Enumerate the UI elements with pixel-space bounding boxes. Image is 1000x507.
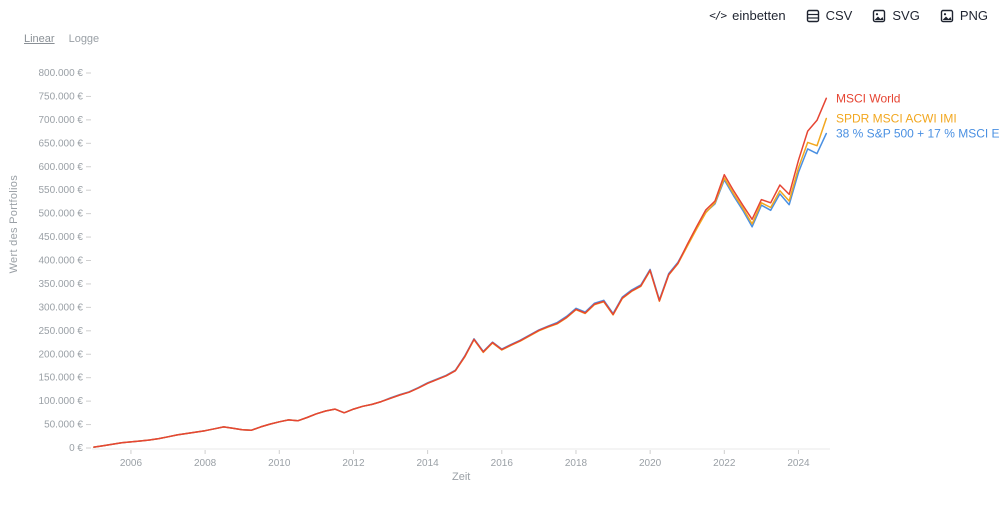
y-tick-label: 100.000 € — [39, 396, 84, 407]
y-tick-label: 150.000 € — [39, 373, 84, 384]
chart-toolbar: </> einbetten CSV SVG PNG — [709, 6, 988, 25]
svg-file-icon — [872, 9, 886, 23]
series-end-label: SPDR MSCI ACWI IMI — [836, 111, 957, 125]
y-tick-label: 700.000 € — [39, 115, 84, 126]
y-tick-label: 800.000 € — [39, 68, 84, 79]
scale-option-linear[interactable]: Linear — [24, 33, 55, 45]
export-csv-button[interactable]: CSV — [806, 6, 853, 25]
y-tick-label: 600.000 € — [39, 162, 84, 173]
x-tick-label: 2016 — [491, 458, 514, 469]
y-tick-label: 500.000 € — [39, 209, 84, 220]
series-end-label: 38 % S&P 500 + 17 % MSCI E… — [836, 126, 1000, 140]
series-line[interactable] — [93, 132, 828, 448]
y-tick-label: 450.000 € — [39, 232, 84, 243]
embed-icon: </> — [709, 9, 727, 22]
y-tick-label: 750.000 € — [39, 91, 84, 102]
x-axis-title: Zeit — [452, 471, 471, 483]
x-tick-label: 2012 — [342, 458, 365, 469]
series-line[interactable] — [93, 117, 828, 448]
embed-button[interactable]: </> einbetten — [709, 6, 785, 25]
png-file-icon — [940, 9, 954, 23]
y-tick-label: 400.000 € — [39, 256, 84, 267]
y-tick-label: 250.000 € — [39, 326, 84, 337]
y-tick-label: 50.000 € — [44, 420, 83, 431]
y-tick-label: 650.000 € — [39, 138, 84, 149]
scale-toggle: Linear Logge — [24, 33, 99, 45]
export-svg-label: SVG — [892, 8, 920, 23]
export-svg-button[interactable]: SVG — [872, 6, 920, 25]
y-tick-label: 550.000 € — [39, 185, 84, 196]
export-png-button[interactable]: PNG — [940, 6, 988, 25]
csv-icon — [806, 9, 820, 23]
x-tick-label: 2020 — [639, 458, 662, 469]
x-tick-label: 2018 — [565, 458, 588, 469]
x-tick-label: 2008 — [194, 458, 217, 469]
y-tick-label: 0 € — [69, 443, 83, 454]
x-tick-label: 2022 — [713, 458, 736, 469]
y-tick-label: 300.000 € — [39, 302, 84, 313]
y-tick-label: 350.000 € — [39, 279, 84, 290]
x-tick-label: 2024 — [787, 458, 810, 469]
scale-option-log[interactable]: Logge — [68, 33, 100, 45]
series-line[interactable] — [93, 97, 828, 448]
x-tick-label: 2010 — [268, 458, 291, 469]
y-tick-label: 200.000 € — [39, 349, 84, 360]
embed-label: einbetten — [732, 8, 786, 23]
x-tick-label: 2006 — [120, 458, 143, 469]
series-end-label: MSCI World — [836, 91, 900, 105]
x-tick-label: 2014 — [416, 458, 439, 469]
export-png-label: PNG — [959, 8, 988, 23]
export-csv-label: CSV — [825, 8, 853, 23]
